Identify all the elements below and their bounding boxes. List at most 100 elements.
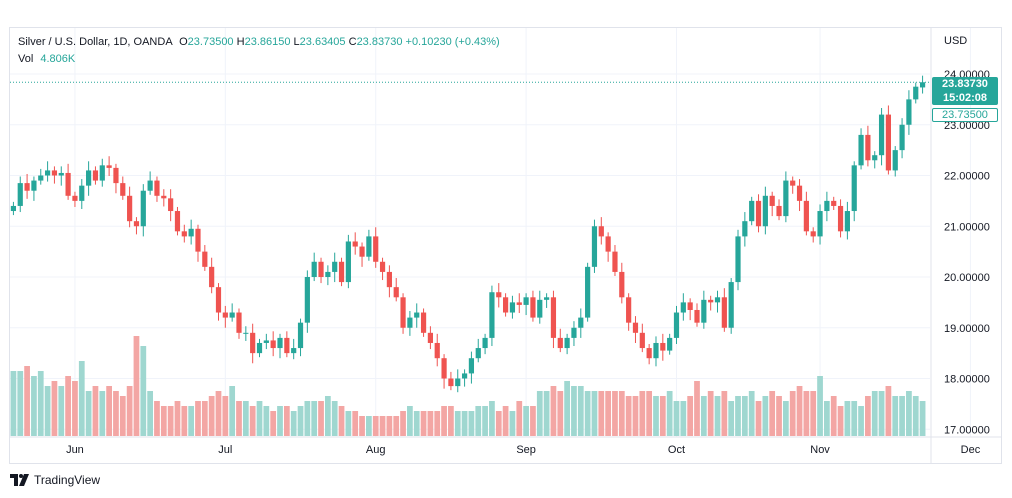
volume-bar	[420, 411, 427, 436]
volume-bar	[789, 391, 796, 436]
open-value: 23.73500	[187, 36, 234, 48]
candle-body	[653, 342, 659, 359]
candle-body	[243, 332, 249, 334]
candle-body	[783, 180, 789, 217]
volume-bar	[160, 406, 167, 436]
x-tick-label: Dec	[961, 444, 981, 456]
volume-bar	[140, 346, 147, 436]
candle-body	[831, 200, 837, 206]
volume-bar	[379, 416, 386, 436]
x-tick-label: Aug	[366, 444, 386, 456]
candle-body	[728, 282, 734, 328]
volume-bar	[44, 386, 51, 436]
candle-body	[708, 299, 714, 303]
candle-body	[359, 246, 365, 257]
candle-body	[99, 165, 105, 181]
candle-body	[557, 337, 563, 349]
candle-body	[810, 231, 816, 237]
volume-bar	[208, 396, 215, 436]
ohlc-legend: Silver / U.S. Dollar, 1D, OANDA O23.7350…	[18, 36, 500, 48]
volume-bar	[181, 406, 188, 436]
volume-bar	[78, 361, 85, 436]
candle-body	[619, 271, 625, 298]
volume-bar	[195, 401, 201, 436]
candle-body	[591, 226, 598, 267]
x-tick-label: Nov	[810, 444, 830, 456]
candle-body	[72, 195, 78, 201]
volume-bar	[564, 381, 570, 436]
volume-bar	[632, 396, 639, 436]
candle-body	[639, 332, 645, 349]
candle-body	[626, 297, 632, 323]
candle-body	[878, 114, 885, 156]
candle-body	[858, 134, 864, 166]
candle-body	[86, 170, 92, 186]
volume-bar	[557, 391, 564, 436]
volume-bar	[10, 371, 17, 436]
volume-bar	[776, 396, 782, 436]
candle-body	[605, 236, 611, 252]
volume-bar	[878, 391, 885, 436]
volume-bar	[721, 391, 728, 436]
volume-bar	[461, 411, 468, 436]
candle-body	[154, 180, 160, 196]
candle-body	[181, 231, 187, 237]
volume-bar	[85, 391, 92, 436]
volume-value: 4.806K	[40, 53, 76, 65]
volume-bar	[270, 411, 277, 436]
volume-bar	[659, 396, 666, 436]
candle-body	[161, 195, 167, 199]
volume-bar	[489, 401, 495, 436]
volume-bar	[653, 396, 659, 436]
candle-body	[796, 185, 803, 201]
y-tick-label: 21.00000	[944, 221, 990, 233]
candle-body	[58, 172, 64, 176]
volume-bar	[550, 386, 557, 436]
candle-body	[38, 175, 44, 181]
candle-body	[400, 297, 406, 328]
volume-bar	[290, 411, 297, 436]
candle-body	[502, 297, 509, 313]
candle-body	[516, 302, 522, 305]
volume-bar	[523, 406, 529, 436]
volume-bar	[113, 391, 119, 436]
volume-bar	[236, 401, 242, 436]
volume-bar	[366, 416, 372, 436]
x-tick-label: Jun	[66, 444, 84, 456]
candle-body	[755, 200, 762, 227]
volume-bar	[782, 401, 789, 436]
volume-bar	[618, 391, 625, 436]
candle-body	[120, 183, 126, 196]
candle-body	[455, 378, 461, 387]
volume-bar	[475, 406, 482, 436]
candle-body	[742, 221, 748, 237]
volume-bar	[700, 396, 707, 436]
candle-body	[660, 342, 666, 351]
candle-body	[270, 340, 276, 349]
candle-body	[24, 183, 30, 191]
volume-bar	[625, 396, 632, 436]
candle-body	[851, 165, 857, 212]
currency-label[interactable]: USD	[944, 35, 968, 47]
volume-label[interactable]: Vol	[18, 53, 34, 65]
candle-body	[667, 337, 673, 351]
tradingview-brand[interactable]: TradingView	[10, 473, 100, 487]
volume-bar	[851, 401, 858, 436]
candle-body	[489, 292, 495, 338]
candle-body	[373, 236, 379, 262]
candle-body	[865, 134, 871, 161]
candle-body	[332, 261, 338, 272]
candle-body	[872, 155, 878, 161]
candle-body	[65, 172, 71, 196]
candle-body	[215, 287, 222, 313]
volume-bar	[51, 381, 58, 436]
low-label: L	[293, 36, 300, 48]
candle-body	[817, 211, 823, 237]
candle-body	[448, 378, 454, 387]
volume-bar	[201, 401, 208, 436]
symbol-title[interactable]: Silver / U.S. Dollar, 1D, OANDA	[18, 36, 173, 48]
tradingview-logo-icon	[10, 474, 29, 486]
volume-bar	[256, 401, 263, 436]
candle-body	[461, 373, 468, 379]
